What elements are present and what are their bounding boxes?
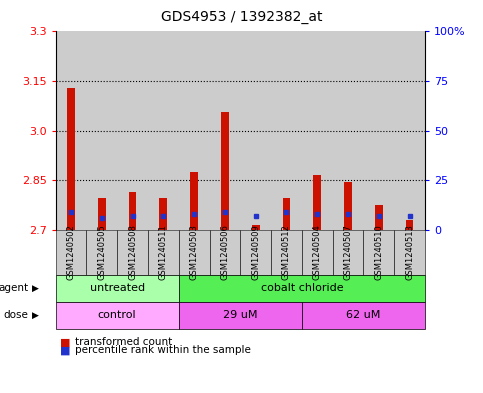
Text: ■: ■ xyxy=(60,345,71,355)
Text: GSM1240512: GSM1240512 xyxy=(282,225,291,280)
Text: GSM1240513: GSM1240513 xyxy=(405,224,414,281)
Text: GSM1240507: GSM1240507 xyxy=(343,224,353,281)
Bar xyxy=(302,31,333,230)
Text: GSM1240503: GSM1240503 xyxy=(190,224,199,281)
Text: GSM1240511: GSM1240511 xyxy=(159,225,168,280)
Bar xyxy=(148,31,179,230)
Text: GSM1240505: GSM1240505 xyxy=(97,225,106,280)
Bar xyxy=(56,31,86,230)
Bar xyxy=(333,31,364,230)
Bar xyxy=(283,198,290,230)
Text: ■: ■ xyxy=(60,337,71,347)
Text: percentile rank within the sample: percentile rank within the sample xyxy=(75,345,251,355)
Text: GSM1240510: GSM1240510 xyxy=(374,225,384,280)
Text: ▶: ▶ xyxy=(32,284,39,293)
Bar xyxy=(344,182,352,230)
Bar xyxy=(67,88,75,230)
Bar xyxy=(271,31,302,230)
Text: agent: agent xyxy=(0,283,28,294)
Bar xyxy=(406,220,413,230)
Bar xyxy=(364,31,394,230)
Bar xyxy=(210,31,240,230)
Bar xyxy=(117,31,148,230)
Text: 29 uM: 29 uM xyxy=(223,310,257,320)
Bar xyxy=(128,192,136,230)
Text: GSM1240502: GSM1240502 xyxy=(67,225,75,280)
Bar xyxy=(179,31,210,230)
Bar xyxy=(190,172,198,230)
Text: GSM1240506: GSM1240506 xyxy=(220,224,229,281)
Text: untreated: untreated xyxy=(89,283,145,294)
Bar xyxy=(240,31,271,230)
Bar xyxy=(86,31,117,230)
Bar xyxy=(98,198,106,230)
Text: transformed count: transformed count xyxy=(75,337,172,347)
Bar xyxy=(313,175,321,230)
Text: 62 uM: 62 uM xyxy=(346,310,381,320)
Bar xyxy=(375,205,383,230)
Bar xyxy=(252,225,259,230)
Text: control: control xyxy=(98,310,136,320)
Text: GSM1240504: GSM1240504 xyxy=(313,225,322,280)
Text: dose: dose xyxy=(3,310,28,320)
Text: GDS4953 / 1392382_at: GDS4953 / 1392382_at xyxy=(161,10,322,24)
Text: ▶: ▶ xyxy=(32,311,39,320)
Text: GSM1240509: GSM1240509 xyxy=(251,225,260,280)
Text: GSM1240508: GSM1240508 xyxy=(128,224,137,281)
Bar xyxy=(394,31,425,230)
Bar xyxy=(159,198,167,230)
Text: cobalt chloride: cobalt chloride xyxy=(260,283,343,294)
Bar xyxy=(221,112,229,230)
